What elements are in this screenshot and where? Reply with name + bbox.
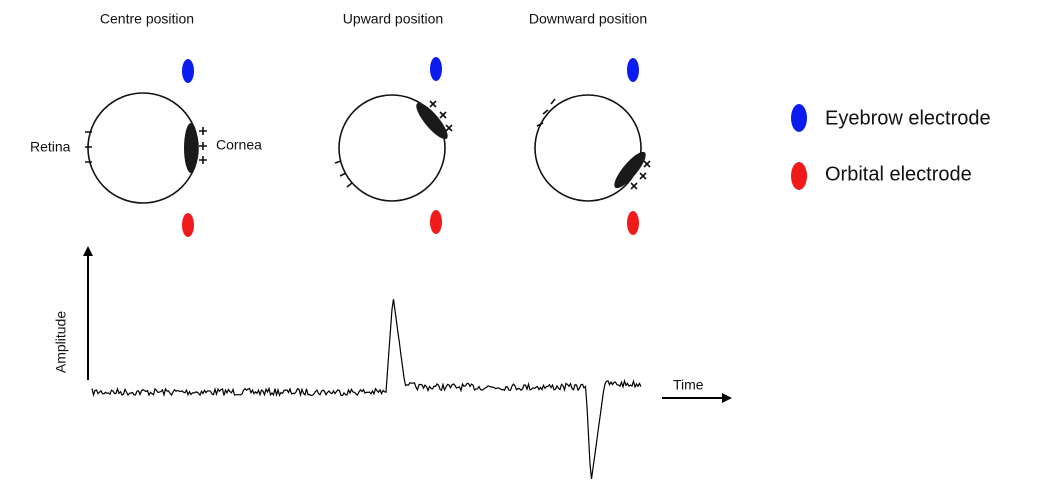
legend-label: Orbital electrode <box>825 163 972 185</box>
orbital-electrodes <box>182 210 639 237</box>
legend-label: Eyebrow electrode <box>825 107 991 129</box>
legend: Eyebrow electrode Orbital electrode <box>791 104 991 190</box>
retina-label: Retina <box>30 139 71 155</box>
x-axis-label: Time <box>673 377 704 393</box>
titles: Centre position Upward position Downward… <box>100 11 647 27</box>
panel-title: Centre position <box>100 11 194 27</box>
panel-title: Upward position <box>343 11 443 27</box>
eog-signal <box>91 299 642 479</box>
panel-title: Downward position <box>529 11 647 27</box>
eyebrow-electrodes <box>182 57 639 83</box>
corneas <box>184 102 646 189</box>
eyes <box>87 92 642 204</box>
cornea-label: Cornea <box>216 137 262 153</box>
y-axis-label: Amplitude <box>53 311 69 373</box>
charges <box>85 98 651 190</box>
